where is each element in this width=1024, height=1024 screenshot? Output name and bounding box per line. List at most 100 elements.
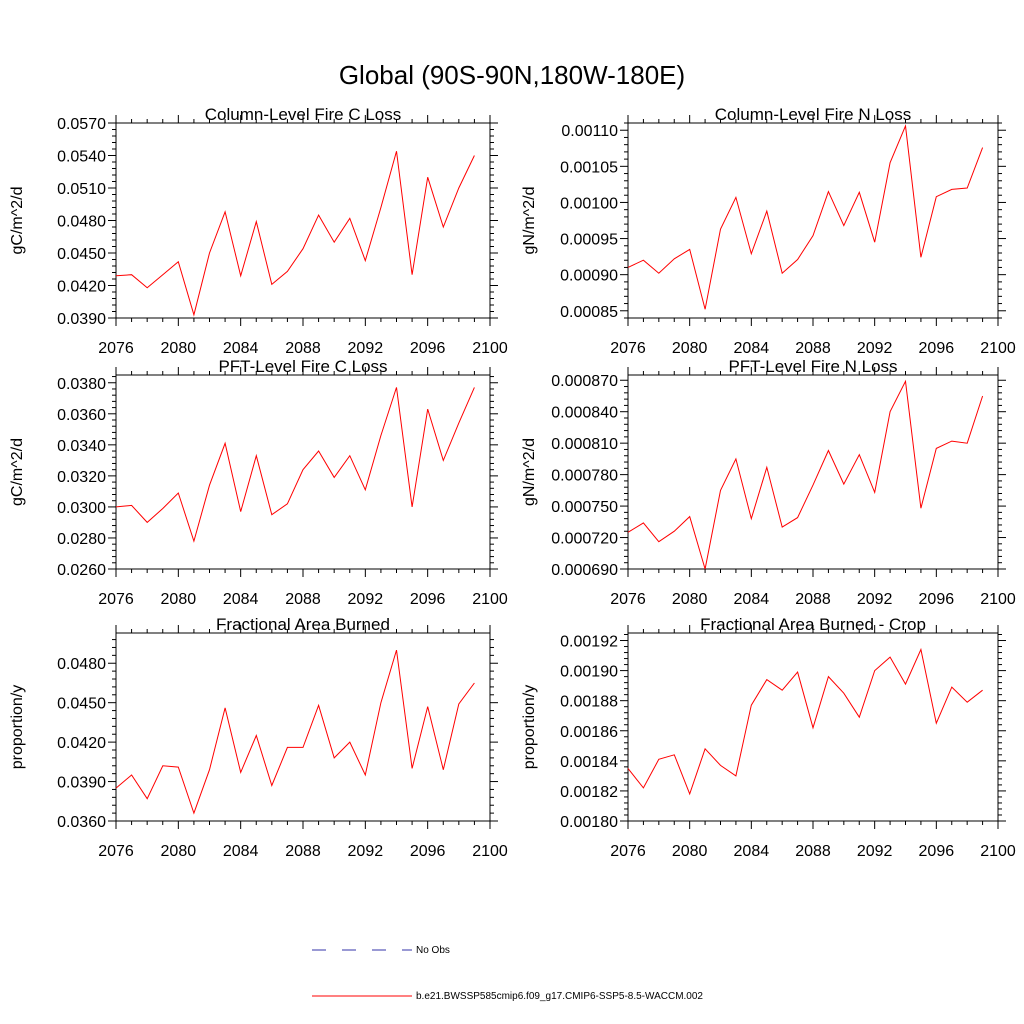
panel-title: PFT-Level Fire N Loss: [728, 357, 897, 376]
x-tick-label: 2092: [857, 591, 893, 608]
x-tick-label: 2084: [223, 340, 259, 357]
y-tick-label: 0.00190: [560, 664, 618, 681]
x-tick-label: 2080: [672, 843, 708, 860]
y-tick-label: 0.00095: [560, 232, 618, 249]
x-tick-label: 2096: [919, 843, 955, 860]
figure-title: Global (90S-90N,180W-180E): [339, 60, 685, 90]
y-tick-label: 0.0320: [57, 469, 106, 486]
x-tick-label: 2100: [980, 591, 1016, 608]
y-tick-label: 0.00184: [560, 754, 618, 771]
y-tick-label: 0.000750: [551, 499, 618, 516]
y-tick-label: 0.0450: [57, 696, 106, 713]
x-tick-label: 2092: [857, 340, 893, 357]
y-axis-label: gN/m^2/d: [521, 438, 538, 506]
y-tick-label: 0.0450: [57, 246, 106, 263]
y-tick-label: 0.00100: [560, 195, 618, 212]
x-tick-label: 2100: [472, 591, 508, 608]
plot-frame: [627, 122, 999, 319]
panel-title: Column-Level Fire C Loss: [205, 105, 402, 124]
x-tick-label: 2084: [734, 340, 770, 357]
x-tick-label: 2092: [348, 843, 384, 860]
y-tick-label: 0.00192: [560, 634, 618, 651]
plot-frame: [115, 632, 491, 822]
x-tick-label: 2076: [98, 843, 134, 860]
x-tick-label: 2084: [223, 843, 259, 860]
legend-model-run-label: b.e21.BWSSP585cmip6.f09_g17.CMIP6-SSP5-8…: [416, 991, 703, 1002]
x-tick-label: 2100: [980, 340, 1016, 357]
x-tick-label: 2088: [285, 843, 321, 860]
y-tick-label: 0.0480: [57, 656, 106, 673]
y-tick-label: 0.00110: [561, 123, 618, 140]
y-tick-label: 0.00186: [560, 724, 618, 741]
x-tick-label: 2076: [610, 843, 646, 860]
chart-panel-5: 2076 2080 2084 2088 2092 2096 2100 0.0360 0.0390…: [9, 615, 508, 860]
series-line: [115, 649, 475, 815]
series-line: [627, 379, 984, 570]
y-tick-label: 0.000870: [551, 373, 618, 390]
series-line: [115, 151, 475, 317]
panel-title: PFT-Level Fire C Loss: [218, 357, 387, 376]
x-tick-label: 2096: [919, 340, 955, 357]
x-tick-label: 2088: [285, 591, 321, 608]
y-tick-label: 0.00090: [560, 268, 618, 285]
x-tick-label: 2080: [672, 591, 708, 608]
x-tick-label: 2080: [672, 340, 708, 357]
y-tick-label: 0.0380: [57, 376, 106, 393]
y-tick-label: 0.00085: [560, 304, 618, 321]
y-tick-label: 0.0390: [57, 311, 106, 328]
y-tick-label: 0.000840: [551, 405, 618, 422]
x-tick-label: 2076: [98, 340, 134, 357]
y-tick-label: 0.000690: [551, 562, 618, 579]
x-tick-label: 2096: [410, 591, 446, 608]
y-tick-label: 0.000720: [551, 531, 618, 548]
x-tick-label: 2088: [795, 591, 831, 608]
y-tick-label: 0.0480: [57, 214, 106, 231]
plot-frame: [115, 374, 491, 570]
x-tick-label: 2100: [980, 843, 1016, 860]
x-tick-label: 2080: [161, 843, 197, 860]
x-tick-label: 2096: [410, 843, 446, 860]
x-tick-label: 2100: [472, 843, 508, 860]
y-tick-label: 0.0420: [57, 279, 106, 296]
legend-no-obs-label: No Obs: [416, 945, 450, 956]
panel-title: Fractional Area Burned - Crop: [700, 615, 926, 634]
x-tick-label: 2080: [161, 340, 197, 357]
y-tick-label: 0.0360: [57, 407, 106, 424]
x-tick-label: 2088: [795, 340, 831, 357]
panel-title: Column-Level Fire N Loss: [715, 105, 912, 124]
chart-panel-6: 2076 2080 2084 2088 2092 2096 2100 0.00180 0.001…: [521, 615, 1016, 860]
plot-frame: [627, 374, 999, 570]
x-tick-label: 2076: [610, 591, 646, 608]
series-line: [627, 123, 984, 310]
y-tick-label: 0.0570: [57, 116, 106, 133]
y-tick-label: 0.0510: [57, 181, 106, 198]
y-tick-label: 0.0300: [57, 500, 106, 517]
x-tick-label: 2096: [919, 591, 955, 608]
x-tick-label: 2084: [734, 591, 770, 608]
y-axis-label: gC/m^2/d: [9, 438, 26, 506]
y-tick-label: 0.0260: [57, 562, 106, 579]
x-tick-label: 2084: [734, 843, 770, 860]
y-tick-label: 0.00182: [560, 784, 618, 801]
y-axis-label: proportion/y: [9, 685, 26, 770]
y-tick-label: 0.0280: [57, 531, 106, 548]
chart-panel-2: 2076 2080 2084 2088 2092 2096 2100 0.00085 0.000…: [521, 105, 1016, 357]
y-tick-label: 0.0420: [57, 735, 106, 752]
x-tick-label: 2092: [348, 591, 384, 608]
panel-title: Fractional Area Burned: [216, 615, 390, 634]
y-axis-label: gC/m^2/d: [9, 187, 26, 255]
x-tick-label: 2100: [472, 340, 508, 357]
x-tick-label: 2084: [223, 591, 259, 608]
y-tick-label: 0.0360: [57, 814, 106, 831]
y-tick-label: 0.0540: [57, 149, 106, 166]
x-tick-label: 2092: [857, 843, 893, 860]
y-axis-label: proportion/y: [521, 685, 538, 770]
y-tick-label: 0.000810: [551, 436, 618, 453]
y-tick-label: 0.00180: [560, 814, 618, 831]
y-tick-label: 0.00188: [560, 694, 618, 711]
series-line: [115, 387, 475, 543]
plot-frame: [115, 122, 491, 319]
panels: 2076 2080 2084 2088 2092 2096 2100 0.0390 0.0420…: [9, 105, 1016, 860]
chart-panel-4: 2076 2080 2084 2088 2092 2096 2100 0.000690 0.00…: [521, 357, 1016, 608]
